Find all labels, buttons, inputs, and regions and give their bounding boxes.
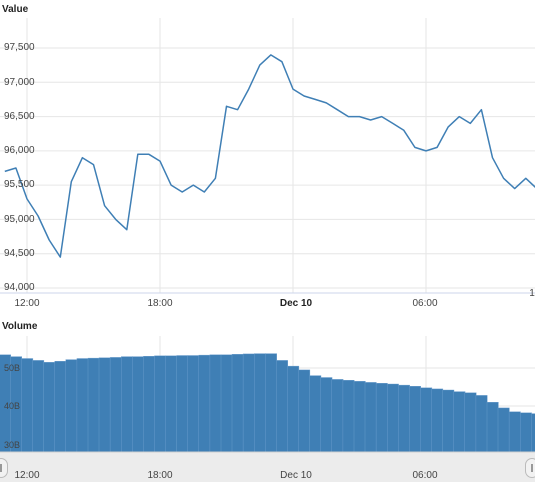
volume-bar: [531, 413, 535, 453]
volume-bar: [209, 354, 222, 453]
navigator-x-tick: 18:00: [147, 470, 173, 481]
value-x-tick: Dec 10: [279, 298, 313, 309]
volume-bar: [253, 353, 266, 453]
volume-bar: [375, 383, 388, 453]
value-y-tick: 96,000: [4, 145, 35, 156]
volume-bar: [431, 388, 444, 453]
volume-y-tick: 40B: [4, 401, 21, 411]
volume-bar: [331, 379, 344, 453]
navigator-x-tick: Dec 10: [280, 470, 312, 481]
value-y-tick: 95,500: [4, 179, 35, 190]
volume-bar: [265, 353, 277, 453]
volume-bar: [497, 407, 510, 453]
value-y-tick: 96,500: [4, 111, 35, 122]
volume-bar: [143, 356, 155, 453]
volume-bar: [420, 387, 433, 453]
value-y-tick: 97,500: [4, 42, 35, 53]
volume-bar: [132, 356, 144, 453]
volume-bar: [43, 362, 56, 453]
navigator-right-handle[interactable]: [525, 458, 535, 478]
value-panel-title: Value: [2, 4, 29, 15]
volume-bar: [231, 354, 244, 453]
volume-bar: [87, 357, 100, 453]
volume-bar: [32, 360, 45, 453]
volume-bar: [287, 365, 300, 453]
volume-bar: [120, 356, 133, 453]
navigator-band: [0, 452, 535, 482]
value-x-tick: 12:00: [14, 298, 40, 309]
volume-bar: [198, 354, 211, 453]
volume-bar: [298, 369, 311, 453]
volume-bar: [453, 391, 466, 453]
value-y-tick: 94,000: [4, 282, 35, 293]
volume-bar: [342, 380, 355, 453]
value-x-tick: 1: [529, 288, 535, 299]
volume-bar: [154, 355, 167, 453]
volume-bar: [220, 354, 233, 453]
volume-bar: [353, 381, 366, 453]
volume-bar: [54, 361, 67, 453]
volume-bar: [109, 357, 122, 453]
volume-bar: [76, 358, 89, 453]
volume-bar: [475, 395, 488, 453]
value-x-tick: 18:00: [147, 298, 173, 309]
volume-bar: [387, 383, 399, 453]
volume-bar: [464, 392, 477, 453]
volume-y-tick: 50B: [4, 363, 21, 373]
value-series-line: [4, 54, 535, 258]
volume-bar: [309, 375, 322, 453]
volume-bar: [165, 355, 178, 453]
value-y-tick: 95,000: [4, 214, 35, 225]
volume-y-tick: 30B: [4, 440, 21, 450]
volume-bar: [520, 412, 532, 453]
value-y-tick: 97,000: [4, 77, 35, 88]
volume-bar: [176, 355, 189, 453]
volume-bar: [398, 384, 410, 453]
volume-bar: [508, 411, 521, 453]
volume-bar: [187, 355, 200, 453]
navigator-x-tick: 06:00: [412, 470, 438, 481]
volume-bar: [364, 382, 377, 453]
navigator-x-tick: 12:00: [14, 470, 40, 481]
value-y-tick: 94,500: [4, 248, 35, 259]
volume-bar: [486, 402, 499, 453]
volume-bar: [98, 357, 111, 453]
volume-bar: [242, 353, 255, 453]
volume-panel-title: Volume: [2, 321, 38, 332]
volume-bar: [65, 359, 78, 453]
volume-bar: [442, 389, 455, 453]
value-x-tick: 06:00: [412, 298, 438, 309]
volume-bar: [21, 358, 34, 453]
volume-bar: [409, 386, 421, 453]
volume-bar: [320, 377, 333, 453]
volume-bar: [276, 360, 288, 453]
